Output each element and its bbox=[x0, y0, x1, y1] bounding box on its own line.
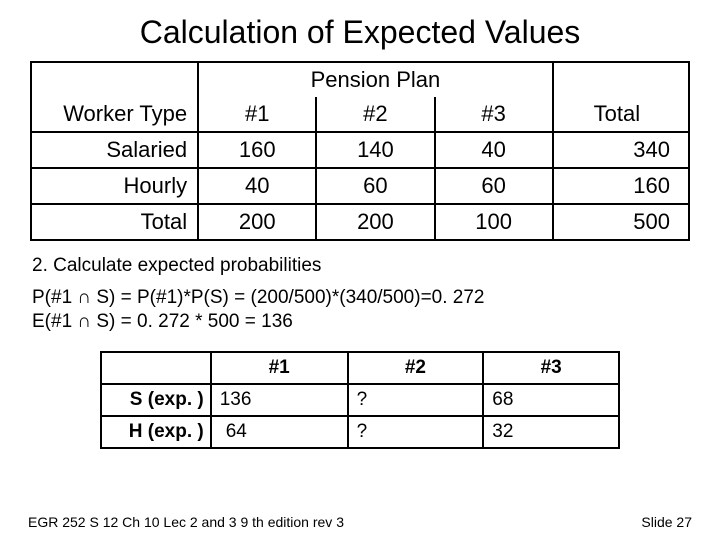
table-row: H (exp. ) 64 ? 32 bbox=[101, 416, 619, 448]
contingency-table: Pension Plan Worker Type #1 #2 #3 Total … bbox=[30, 61, 690, 241]
table-row: Total 200 200 100 500 bbox=[31, 204, 689, 240]
table-row: Salaried 160 140 40 340 bbox=[31, 132, 689, 168]
footer-right: Slide 27 bbox=[641, 514, 692, 530]
col-2: #2 bbox=[316, 97, 434, 132]
exp-col-3: #3 bbox=[483, 352, 619, 384]
table-row: Hourly 40 60 60 160 bbox=[31, 168, 689, 204]
footer-left: EGR 252 S 12 Ch 10 Lec 2 and 3 9 th edit… bbox=[28, 514, 344, 530]
worker-type-header: Worker Type bbox=[31, 97, 198, 132]
step-note: 2. Calculate expected probabilities bbox=[32, 255, 692, 277]
pension-header: Pension Plan bbox=[198, 62, 553, 97]
col-3: #3 bbox=[435, 97, 553, 132]
table-row: S (exp. ) 136 ? 68 bbox=[101, 384, 619, 416]
col-1: #1 bbox=[198, 97, 316, 132]
page-title: Calculation of Expected Values bbox=[28, 14, 692, 51]
exp-col-2: #2 bbox=[348, 352, 484, 384]
exp-col-1: #1 bbox=[211, 352, 348, 384]
expected-table: #1 #2 #3 S (exp. ) 136 ? 68 H (exp. ) 64… bbox=[100, 351, 620, 449]
col-total: Total bbox=[553, 97, 689, 132]
calc-line-1: P(#1 ∩ S) = P(#1)*P(S) = (200/500)*(340/… bbox=[32, 287, 692, 309]
calc-line-2: E(#1 ∩ S) = 0. 272 * 500 = 136 bbox=[32, 311, 692, 333]
